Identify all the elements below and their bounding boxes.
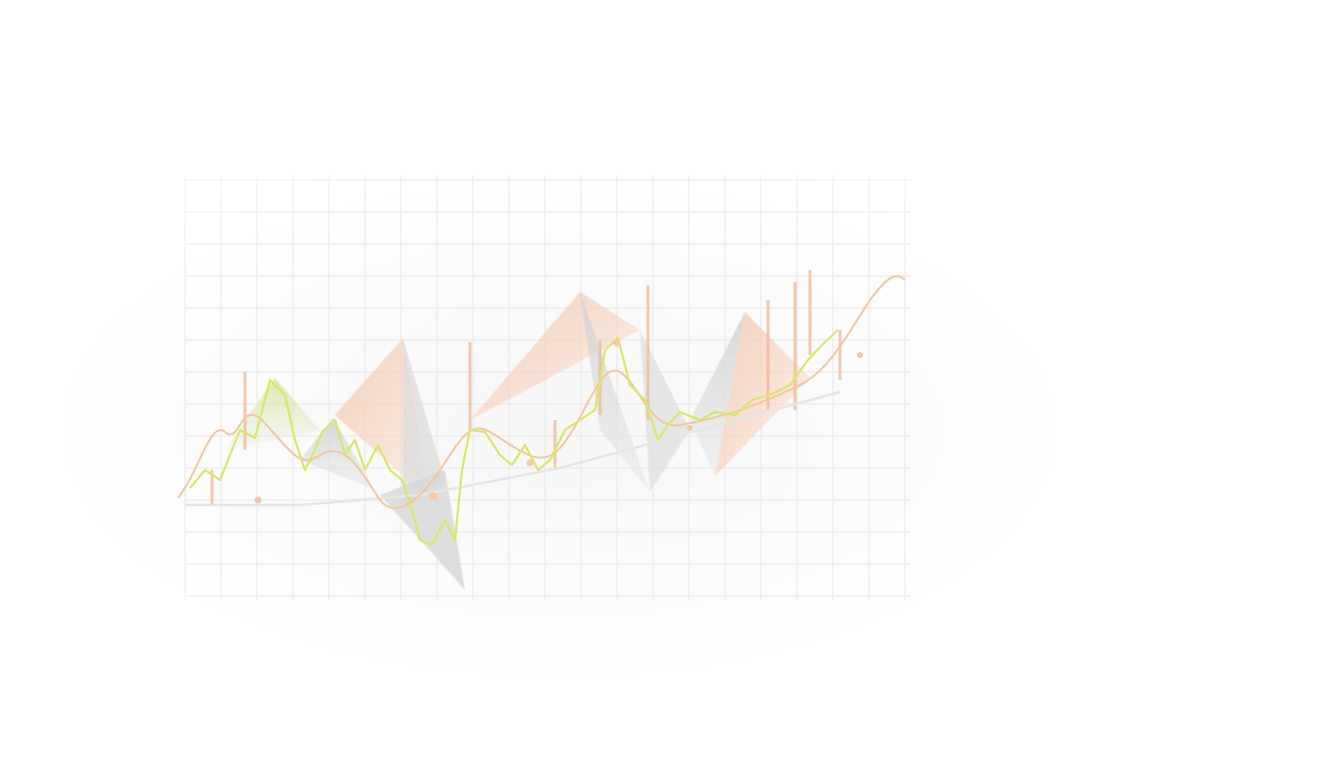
abstract-chart-illustration xyxy=(0,0,1344,768)
fade-overlay xyxy=(0,0,1344,768)
canvas xyxy=(0,0,1344,768)
